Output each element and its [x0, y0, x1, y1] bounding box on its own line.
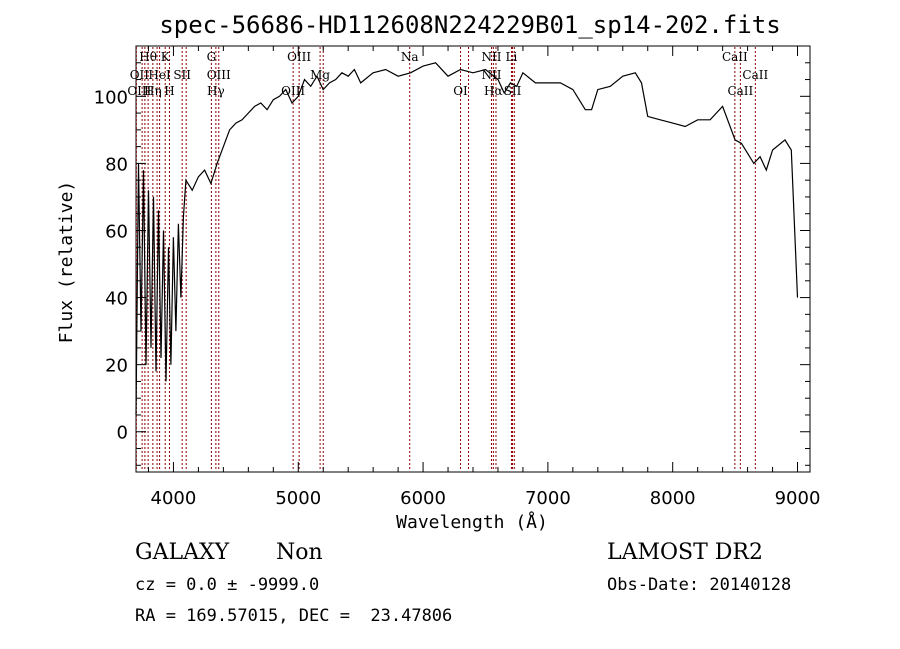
spectral-line-label: Hγ [207, 84, 225, 98]
obs-date: Obs-Date: 20140128 [607, 575, 791, 595]
y-tick-label: 40 [105, 289, 128, 310]
axis-ticks: 4000 5000 6000 7000 8000 9000 0 20 40 60 80 100 [94, 46, 821, 509]
spectral-line-markers [135, 47, 756, 471]
y-tick-label: 80 [105, 154, 128, 175]
spectral-line-label: OIII [287, 50, 311, 64]
spectral-line-label: HeI [148, 68, 171, 82]
spectral-line-label: CaII [742, 68, 768, 82]
x-axis-label: Wavelength (Å) [396, 511, 548, 533]
object-type: GALAXY [135, 540, 230, 565]
x-tick-label: 4000 [151, 488, 197, 509]
spectral-line-label: Li [506, 50, 518, 64]
x-tick-label: 9000 [775, 488, 821, 509]
spectral-line-label: Mg [310, 68, 330, 82]
survey-name: LAMOST DR2 [607, 540, 763, 565]
spectral-line-labels: Hθ Hη HeI K H SII G Hγ OIII OIII Mg Na OI NII Hα Li SII C… [127, 50, 768, 98]
spectral-line-label: Na [401, 50, 419, 64]
spectral-line-label: G [207, 50, 217, 64]
spectral-line-label: NII [481, 50, 501, 64]
x-tick-label: 7000 [525, 488, 571, 509]
spectral-line-label: Hθ [139, 50, 157, 64]
y-tick-label: 0 [117, 423, 128, 444]
y-tick-label: 60 [105, 221, 128, 242]
redshift-value: cz = 0.0 ± -9999.0 [135, 575, 319, 595]
spectral-line-label: Hη [144, 84, 162, 98]
spectral-line-label: OI [453, 84, 468, 98]
chart-title: spec-56686-HD112608N224229B01_sp14-202.f… [159, 11, 780, 39]
spectral-line-label: Hα [484, 84, 503, 98]
spectral-line-label: OII [130, 68, 150, 82]
x-tick-label: 5000 [275, 488, 321, 509]
spectral-line-label: OIII [127, 84, 151, 98]
spectral-line-label: CaII [722, 50, 748, 64]
y-tick-label: 20 [105, 356, 128, 377]
spectral-line-label: H [164, 84, 174, 98]
plot-frame [135, 45, 811, 473]
y-tick-label: 100 [94, 87, 128, 108]
spectrum-series [135, 62, 799, 416]
coordinates: RA = 169.57015, DEC = 23.47806 [135, 606, 452, 626]
x-tick-label: 8000 [650, 488, 696, 509]
spectral-line-label: SII [504, 84, 522, 98]
spectral-line-label: OIII [207, 68, 231, 82]
x-tick-label: 6000 [400, 488, 446, 509]
spectral-line-label: K [161, 50, 171, 64]
spectral-line-label: SII [173, 68, 191, 82]
spectral-line-label: CaII [727, 84, 753, 98]
spectrum-line [135, 62, 799, 416]
y-axis-label: Flux (relative) [56, 181, 77, 344]
object-subclass: Non [276, 540, 323, 565]
